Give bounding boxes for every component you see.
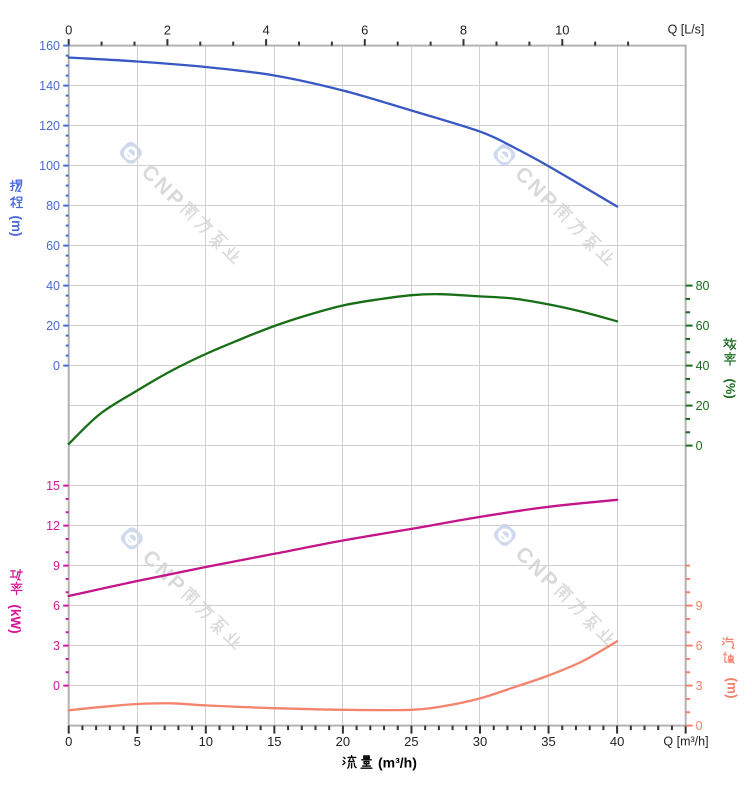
svg-text:3: 3 <box>53 639 60 653</box>
svg-text:100: 100 <box>39 159 60 173</box>
svg-text:4: 4 <box>262 23 269 38</box>
svg-text:80: 80 <box>46 199 60 213</box>
svg-text:CNP: CNP <box>511 542 564 595</box>
svg-text:0: 0 <box>696 439 703 453</box>
svg-text:5: 5 <box>134 734 141 749</box>
svg-text:0: 0 <box>65 23 72 38</box>
svg-text:40: 40 <box>46 279 60 293</box>
svg-text:Q [L/s]: Q [L/s] <box>668 23 705 37</box>
svg-text:9: 9 <box>696 599 703 613</box>
svg-text:160: 160 <box>39 39 60 53</box>
svg-text:0: 0 <box>53 679 60 693</box>
svg-text:12: 12 <box>46 519 60 533</box>
svg-text:10: 10 <box>199 734 213 749</box>
svg-text:120: 120 <box>39 119 60 133</box>
svg-text:2: 2 <box>164 23 171 38</box>
svg-text:35: 35 <box>541 734 555 749</box>
svg-text:25: 25 <box>404 734 418 749</box>
svg-text:(%): (%) <box>723 378 738 398</box>
svg-text:Q [m³/h]: Q [m³/h] <box>663 735 708 749</box>
svg-text:0: 0 <box>696 719 703 733</box>
svg-text:0: 0 <box>53 359 60 373</box>
svg-text:80: 80 <box>696 279 710 293</box>
svg-text:3: 3 <box>696 679 703 693</box>
svg-text:20: 20 <box>336 734 350 749</box>
svg-text:9: 9 <box>53 559 60 573</box>
svg-text:20: 20 <box>696 399 710 413</box>
svg-text:15: 15 <box>267 734 281 749</box>
svg-text:6: 6 <box>696 639 703 653</box>
svg-text:15: 15 <box>46 479 60 493</box>
svg-text:60: 60 <box>46 239 60 253</box>
svg-text:0: 0 <box>65 734 72 749</box>
svg-text:60: 60 <box>696 319 710 333</box>
svg-text:(m³/h): (m³/h) <box>378 755 417 771</box>
svg-text:40: 40 <box>696 359 710 373</box>
svg-text:6: 6 <box>53 599 60 613</box>
svg-text:10: 10 <box>555 23 569 38</box>
svg-text:(m): (m) <box>725 678 740 699</box>
svg-text:40: 40 <box>610 734 624 749</box>
svg-text:(kW): (kW) <box>8 604 23 633</box>
svg-text:8: 8 <box>460 23 467 38</box>
svg-text:30: 30 <box>473 734 487 749</box>
svg-text:140: 140 <box>39 79 60 93</box>
svg-text:6: 6 <box>361 23 368 38</box>
svg-text:(m): (m) <box>9 216 24 237</box>
svg-text:20: 20 <box>46 319 60 333</box>
